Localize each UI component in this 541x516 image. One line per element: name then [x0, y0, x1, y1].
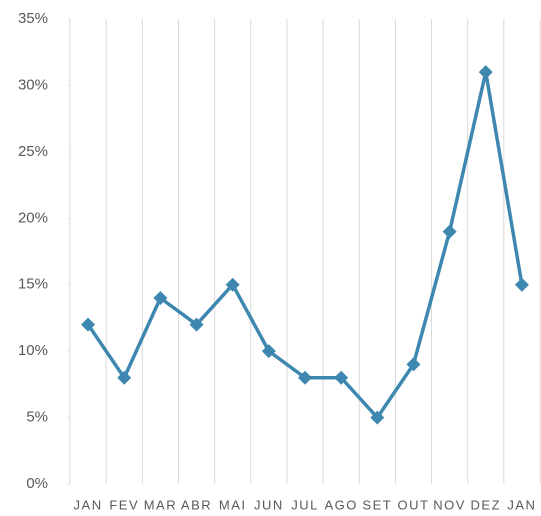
marker [406, 357, 421, 372]
marker [189, 317, 204, 332]
x-tick-label: JUL [291, 497, 319, 512]
x-tick-label: SET [362, 497, 392, 512]
x-tick-label: OUT [397, 497, 429, 512]
x-tick-label: NOV [433, 497, 466, 512]
y-tick-label: 15% [18, 276, 48, 293]
marker [514, 277, 529, 292]
x-tick-label: MAI [219, 497, 247, 512]
x-tick-label: JAN [507, 497, 536, 512]
marker [153, 291, 168, 305]
marker [225, 277, 240, 292]
y-tick-label: 20% [18, 209, 48, 226]
y-tick-label: 35% [18, 10, 48, 27]
line [86, 70, 524, 420]
marker [261, 344, 276, 359]
x-tick-label: AGO [324, 497, 357, 512]
marker [478, 65, 493, 80]
x-tick-label: JAN [74, 497, 103, 512]
marker [334, 370, 349, 385]
marker [442, 224, 457, 239]
x-tick-label: DEZ [471, 497, 502, 512]
marker [370, 410, 385, 425]
y-tick-label: 0% [26, 475, 48, 492]
marker [117, 370, 132, 385]
y-tick-label: 10% [18, 342, 48, 359]
x-tick-label: ABR [181, 497, 212, 512]
y-tick-label: 25% [18, 143, 48, 160]
marker [298, 370, 312, 385]
x-tick-label: MAR [144, 497, 177, 512]
marker [81, 317, 96, 332]
x-tick-label: FEV [109, 497, 139, 512]
y-tick-label: 30% [18, 76, 48, 93]
x-tick-label: JUN [254, 497, 284, 512]
y-tick-label: 5% [26, 409, 48, 426]
